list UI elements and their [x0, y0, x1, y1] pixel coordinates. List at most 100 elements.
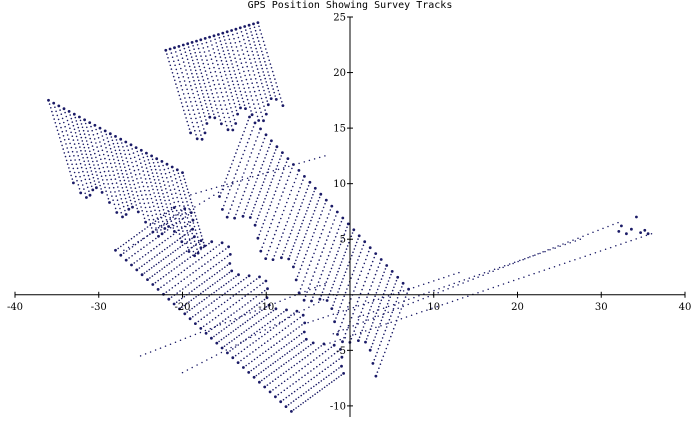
track-point	[230, 279, 232, 281]
track-point	[197, 62, 200, 64]
track-point	[184, 216, 187, 218]
track-point	[381, 359, 383, 362]
track-point	[286, 387, 289, 390]
track-point	[163, 196, 165, 198]
track-point	[252, 86, 255, 89]
track-point	[146, 170, 149, 173]
track-point	[297, 232, 300, 235]
track-point	[258, 57, 261, 60]
transit-point	[462, 282, 464, 284]
track-point	[249, 300, 252, 302]
transit-point	[607, 225, 609, 228]
track-point	[203, 298, 206, 301]
track-point	[207, 109, 209, 112]
track-point	[203, 281, 206, 283]
track-point	[202, 112, 205, 114]
track-point	[351, 254, 353, 257]
track-point	[110, 151, 113, 153]
track-point	[298, 271, 300, 274]
track-point	[203, 244, 207, 248]
track-point	[218, 52, 221, 55]
track-point	[271, 84, 273, 87]
track-point	[274, 149, 277, 151]
track-point	[193, 288, 196, 291]
track-point	[229, 166, 232, 169]
track-point	[316, 285, 319, 287]
track-point	[78, 142, 80, 145]
transit-point	[547, 249, 549, 251]
track-point	[273, 255, 276, 257]
track-point	[169, 235, 172, 238]
track-point	[148, 259, 151, 262]
track-point	[183, 221, 186, 224]
track-point	[64, 155, 67, 158]
track-point	[323, 225, 326, 227]
track-point	[190, 215, 192, 217]
track-point	[188, 96, 191, 99]
track-point	[244, 74, 246, 77]
track-point	[187, 92, 190, 95]
track-point	[76, 167, 79, 170]
track-point	[182, 76, 185, 78]
track-point	[337, 270, 339, 273]
track-point	[335, 360, 338, 363]
track-point	[189, 221, 192, 223]
track-point	[171, 210, 174, 213]
track-point	[347, 324, 350, 327]
track-point	[176, 239, 179, 242]
track-point	[193, 113, 196, 116]
track-point	[225, 177, 228, 180]
track-point	[225, 91, 227, 93]
track-point	[335, 369, 338, 371]
track-point	[186, 120, 188, 123]
track-point	[203, 131, 207, 135]
track-point	[317, 221, 319, 223]
track-point	[358, 296, 360, 299]
track-point	[388, 299, 390, 302]
track-point	[207, 287, 209, 290]
transit-point	[617, 221, 619, 224]
track-point	[242, 323, 244, 325]
transit-point	[620, 243, 622, 245]
track-point	[249, 194, 252, 197]
track-point	[198, 276, 201, 278]
track-point	[124, 182, 127, 185]
track-point	[203, 96, 205, 98]
track-point	[295, 198, 297, 200]
track-point	[214, 104, 217, 106]
track-point	[285, 243, 288, 245]
track-point	[170, 175, 172, 178]
transit-point	[208, 197, 210, 199]
track-point	[242, 100, 245, 103]
track-point	[146, 261, 148, 264]
track-point	[250, 291, 252, 293]
track-point	[66, 147, 68, 149]
track-point	[281, 338, 284, 340]
track-point	[140, 248, 142, 251]
track-point	[105, 162, 107, 164]
track-point	[173, 268, 175, 270]
track-point	[330, 307, 334, 310]
track-point	[254, 203, 256, 206]
track-point	[77, 126, 80, 129]
transit-point	[507, 281, 510, 284]
track-point	[84, 150, 87, 152]
track-point	[142, 185, 145, 188]
track-point	[215, 341, 219, 345]
track-point	[158, 195, 161, 198]
track-point	[354, 326, 357, 329]
track-point	[363, 240, 367, 244]
transit-point	[453, 273, 455, 275]
track-point	[248, 362, 250, 365]
track-point	[258, 320, 260, 323]
track-point	[305, 391, 308, 393]
track-point	[183, 252, 185, 254]
transit-point	[574, 258, 576, 261]
track-point	[325, 221, 327, 223]
track-point	[215, 42, 217, 44]
track-point	[138, 173, 141, 175]
transit-point	[186, 369, 189, 371]
track-point	[97, 150, 100, 152]
track-point	[110, 136, 113, 138]
track-point	[232, 286, 234, 289]
